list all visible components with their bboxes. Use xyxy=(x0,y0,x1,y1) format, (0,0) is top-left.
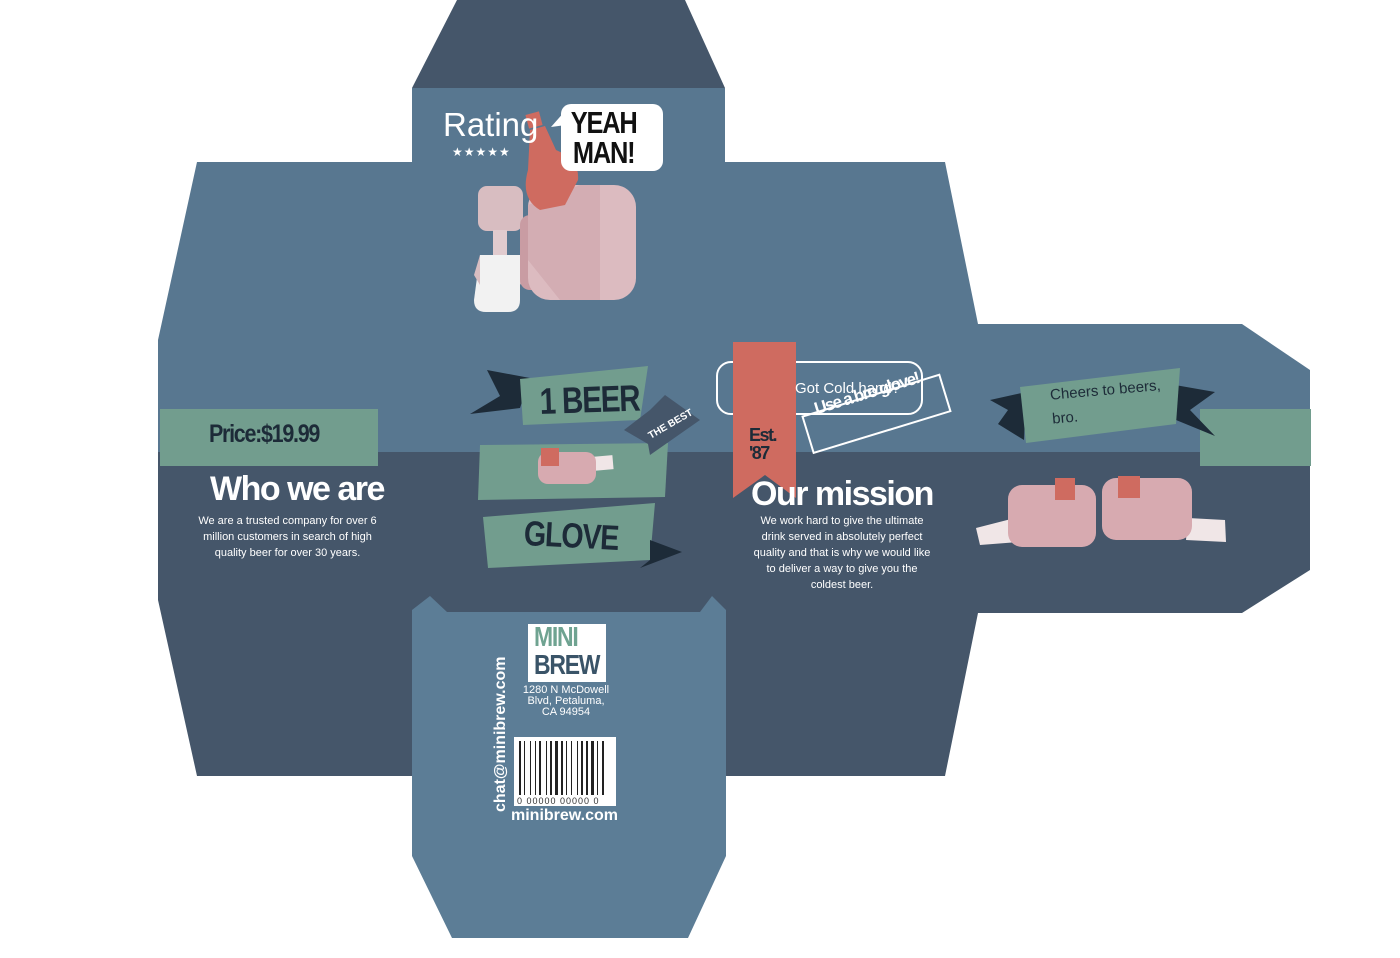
barcode-bar xyxy=(566,741,567,795)
email-text: chat@minibrew.com xyxy=(492,656,509,812)
barcode-bar xyxy=(546,741,547,795)
barcode-number: 0 00000 00000 0 xyxy=(517,796,600,806)
barcode-bar xyxy=(530,741,531,795)
barcode-bar xyxy=(524,741,525,795)
who-we-are-title: Who we are xyxy=(210,470,385,508)
stamp-box xyxy=(801,373,952,455)
barcode-bar xyxy=(581,741,583,795)
ribbon-graphic xyxy=(470,366,700,568)
box-upper-panel xyxy=(158,88,1310,452)
est-line1: Est. xyxy=(749,425,778,445)
barcode-bar xyxy=(561,741,563,795)
banner-bottom-text: GLOVE xyxy=(522,514,620,558)
price-label: Price:$19.99 xyxy=(209,420,320,448)
barcode-bar xyxy=(602,741,604,795)
barcode-bar xyxy=(519,741,521,795)
barcode-bar xyxy=(577,741,578,795)
barcode-bars xyxy=(519,741,604,795)
mission-title: Our mission xyxy=(751,475,934,513)
bottle-illustration xyxy=(525,111,579,210)
website-text: minibrew.com xyxy=(511,807,618,824)
barcode-bar xyxy=(550,741,552,795)
person-illustration xyxy=(474,185,636,312)
logo-box xyxy=(528,624,606,682)
barcode-bar xyxy=(539,741,541,795)
barcode-bar xyxy=(555,741,558,795)
speech-bubble-text: YEAH MAN! xyxy=(570,105,638,170)
logo-line2: BREW xyxy=(534,649,600,680)
est-ribbon xyxy=(733,342,796,498)
who-we-are-text: We are a trusted company for over 6 mill… xyxy=(198,515,377,559)
logo-line1: MINI xyxy=(534,621,579,652)
banner-top-text: 1 BEER xyxy=(539,377,641,422)
cheers-fists xyxy=(976,476,1226,547)
mission-text: We work hard to give the ultimate drink … xyxy=(753,515,931,591)
cheers-banner xyxy=(990,368,1215,443)
barcode-bar xyxy=(535,741,536,795)
price-label-strip xyxy=(160,409,378,466)
est-label: Est. '87 xyxy=(749,425,778,463)
address-text: 1280 N McDowell Blvd, Petaluma, CA 94954 xyxy=(522,684,610,718)
side-label-strip xyxy=(1200,409,1311,466)
speech-outline xyxy=(716,361,923,415)
barcode-bar xyxy=(571,741,572,795)
barcode-bar xyxy=(586,741,588,795)
barcode-bar xyxy=(597,741,598,795)
speech-bubble xyxy=(551,104,663,171)
est-line2: '87 xyxy=(749,443,770,463)
promo-question: Got Cold hand? xyxy=(795,380,901,397)
rating-title: Rating xyxy=(443,106,539,143)
rating-stars: ★★★★★ xyxy=(452,145,511,159)
barcode-bar xyxy=(591,741,594,795)
